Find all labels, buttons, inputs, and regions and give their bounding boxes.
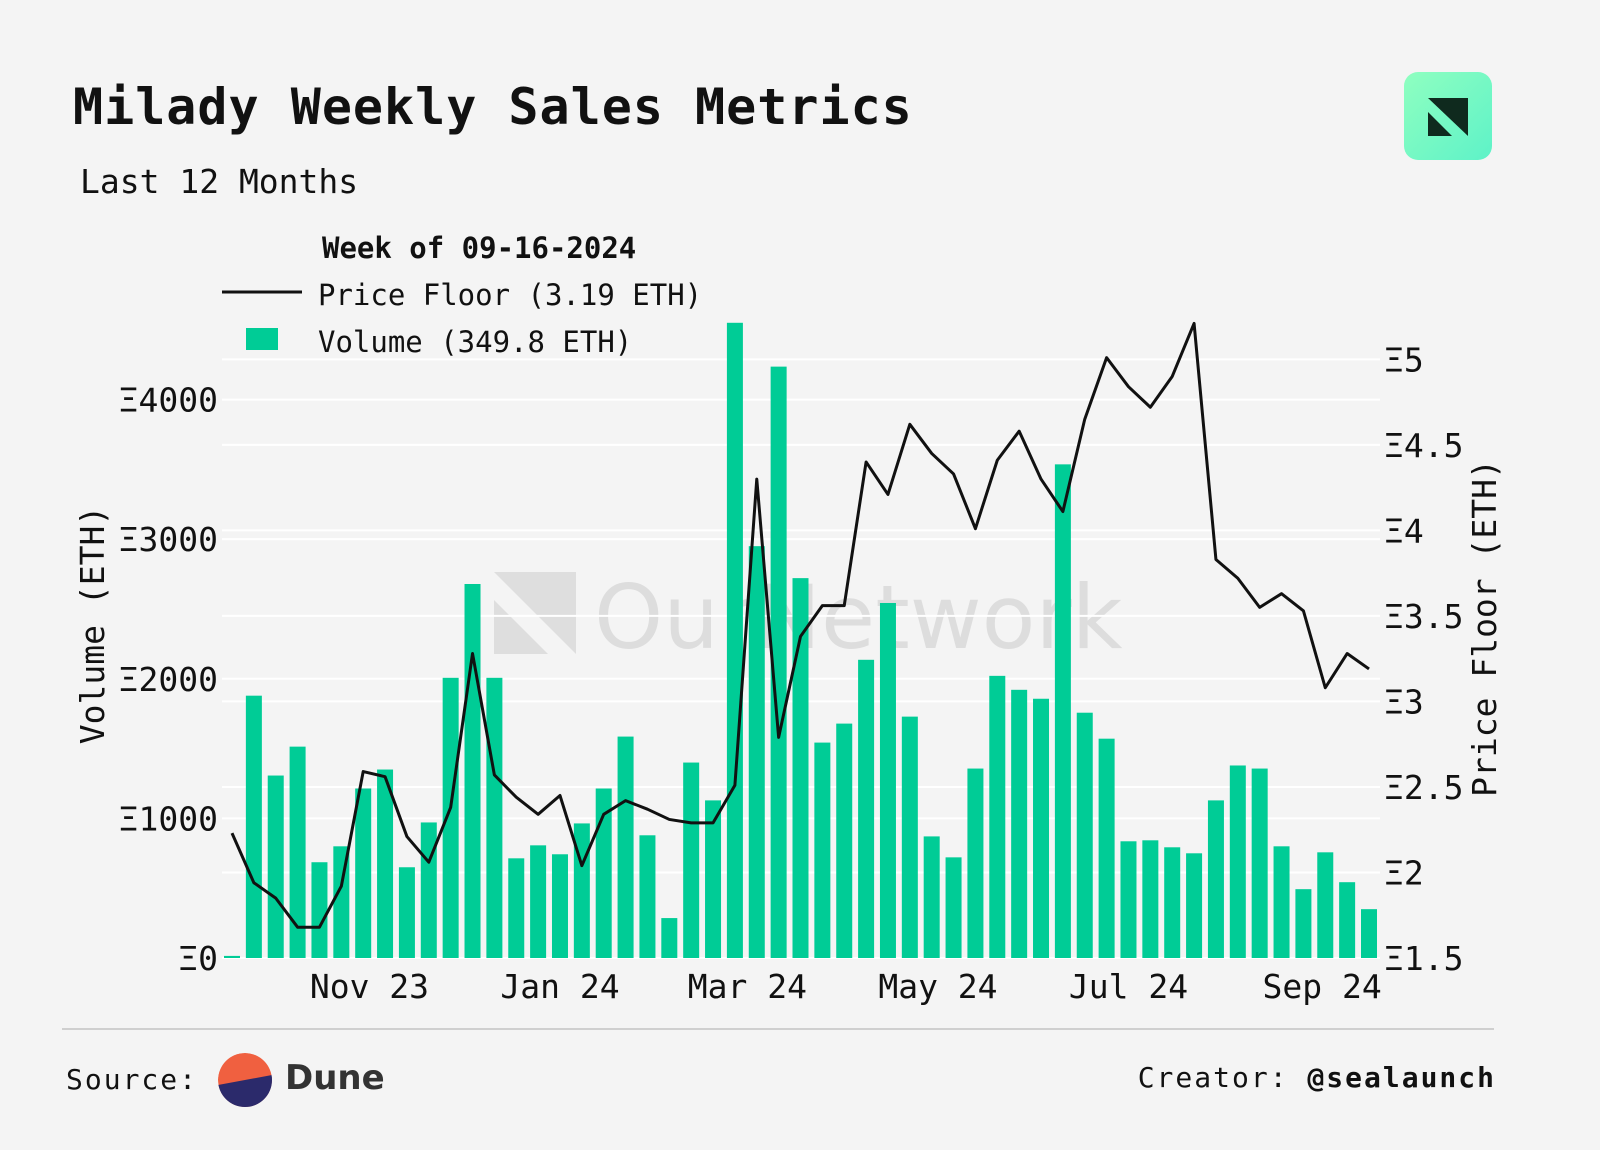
volume-bar bbox=[1317, 852, 1334, 958]
page-subtitle: Last 12 Months bbox=[80, 162, 359, 201]
y-left-tick-label: Ξ3000 bbox=[119, 520, 218, 559]
volume-bar bbox=[792, 578, 809, 958]
source-label: Source: bbox=[66, 1063, 199, 1096]
volume-bar bbox=[770, 366, 787, 959]
volume-bar bbox=[224, 955, 240, 958]
volume-bar bbox=[726, 322, 743, 958]
creator-handle: @sealaunch bbox=[1307, 1061, 1496, 1094]
price-floor-line bbox=[230, 321, 1370, 929]
volume-bar bbox=[551, 854, 568, 958]
volume-bar bbox=[1186, 853, 1203, 958]
volume-bar bbox=[836, 723, 853, 958]
volume-bar bbox=[508, 858, 525, 958]
volume-bar bbox=[464, 583, 481, 958]
volume-bar bbox=[748, 546, 765, 958]
volume-bar bbox=[1011, 689, 1028, 958]
source-name: Dune bbox=[285, 1058, 385, 1098]
y-right-axis-title: Price Floor (ETH) bbox=[1465, 459, 1504, 797]
creator-credit: Creator: @sealaunch bbox=[1138, 1061, 1496, 1094]
volume-bar bbox=[245, 695, 262, 958]
volume-bar bbox=[923, 836, 940, 958]
volume-bar bbox=[1054, 464, 1071, 958]
page-title: Milady Weekly Sales Metrics bbox=[73, 78, 913, 136]
y-right-tick-label: Ξ4 bbox=[1384, 511, 1424, 550]
volume-bar bbox=[267, 775, 284, 958]
y-right-tick-label: Ξ3 bbox=[1384, 682, 1424, 721]
y-left-axis-title: Volume (ETH) bbox=[73, 506, 112, 744]
volume-bar bbox=[1098, 738, 1115, 958]
volume-bar bbox=[1339, 882, 1356, 958]
volume-bar bbox=[639, 835, 656, 958]
y-left-tick-label: Ξ0 bbox=[178, 939, 218, 978]
volume-bar bbox=[420, 822, 437, 958]
volume-bar bbox=[1076, 712, 1093, 958]
y-left-tick-label: Ξ4000 bbox=[119, 381, 218, 420]
footer-divider bbox=[62, 1028, 1494, 1030]
volume-bar bbox=[377, 769, 394, 958]
volume-bar bbox=[1164, 847, 1181, 958]
volume-bar bbox=[879, 602, 896, 958]
volume-bar bbox=[289, 746, 306, 958]
creator-label: Creator: bbox=[1137, 1061, 1289, 1094]
volume-bar bbox=[858, 659, 875, 958]
volume-bar bbox=[1251, 768, 1268, 958]
y-right-tick-label: Ξ2 bbox=[1384, 853, 1424, 892]
volume-bar bbox=[486, 677, 503, 958]
y-right-tick-label: Ξ3.5 bbox=[1384, 597, 1463, 636]
y-right-tick-label: Ξ1.5 bbox=[1384, 939, 1463, 978]
volume-bar bbox=[333, 846, 350, 958]
x-tick-label: May 24 bbox=[878, 967, 997, 1006]
x-tick-label: Mar 24 bbox=[688, 967, 807, 1006]
watermark-text: OurNetwork bbox=[594, 566, 1123, 669]
volume-bar bbox=[1229, 765, 1246, 958]
volume-bar bbox=[1361, 909, 1377, 958]
volume-bar bbox=[355, 788, 372, 958]
volume-bar bbox=[1142, 840, 1159, 958]
volume-bar bbox=[1295, 889, 1312, 958]
volume-bar bbox=[1033, 698, 1050, 958]
y-right-tick-label: Ξ5 bbox=[1384, 340, 1424, 379]
watermark bbox=[494, 572, 576, 654]
y-right-tick-label: Ξ4.5 bbox=[1384, 426, 1463, 465]
volume-bar bbox=[595, 788, 612, 958]
x-tick-label: Nov 23 bbox=[310, 967, 429, 1006]
volume-bar bbox=[530, 845, 547, 958]
volume-bar bbox=[989, 675, 1006, 958]
x-tick-label: Jan 24 bbox=[500, 967, 619, 1006]
x-tick-label: Jul 24 bbox=[1069, 967, 1188, 1006]
chart: OurNetwork Ξ0 Ξ1000 Ξ2000 Ξ3000 Ξ4000 Ξ1.5 Ξ2 Ξ2… bbox=[73, 231, 1504, 1006]
y-left-tick-label: Ξ2000 bbox=[119, 660, 218, 699]
volume-bar bbox=[1273, 846, 1290, 958]
volume-bar bbox=[945, 857, 962, 958]
volume-bar bbox=[967, 768, 984, 958]
y-right-tick-label: Ξ2.5 bbox=[1384, 768, 1463, 807]
volume-bar bbox=[1120, 841, 1137, 958]
ournetwork-logo bbox=[1404, 72, 1492, 160]
legend-volume-swatch bbox=[246, 328, 278, 350]
volume-bar bbox=[901, 716, 918, 958]
volume-bar bbox=[617, 736, 634, 958]
volume-bar bbox=[398, 867, 415, 958]
legend-volume-label: Volume (349.8 ETH) bbox=[318, 325, 632, 359]
legend-price-label: Price Floor (3.19 ETH) bbox=[318, 278, 702, 312]
legend-title: Week of 09-16-2024 bbox=[322, 231, 636, 265]
volume-bar bbox=[311, 862, 328, 958]
x-tick-label: Sep 24 bbox=[1263, 967, 1382, 1006]
volume-bar bbox=[661, 918, 678, 958]
volume-bar bbox=[1207, 800, 1224, 958]
volume-bar bbox=[442, 677, 459, 958]
dune-logo-icon bbox=[218, 1053, 272, 1107]
y-left-tick-label: Ξ1000 bbox=[119, 799, 218, 838]
volume-bar bbox=[814, 742, 831, 958]
volume-bar bbox=[705, 800, 722, 958]
volume-bar bbox=[683, 762, 700, 958]
